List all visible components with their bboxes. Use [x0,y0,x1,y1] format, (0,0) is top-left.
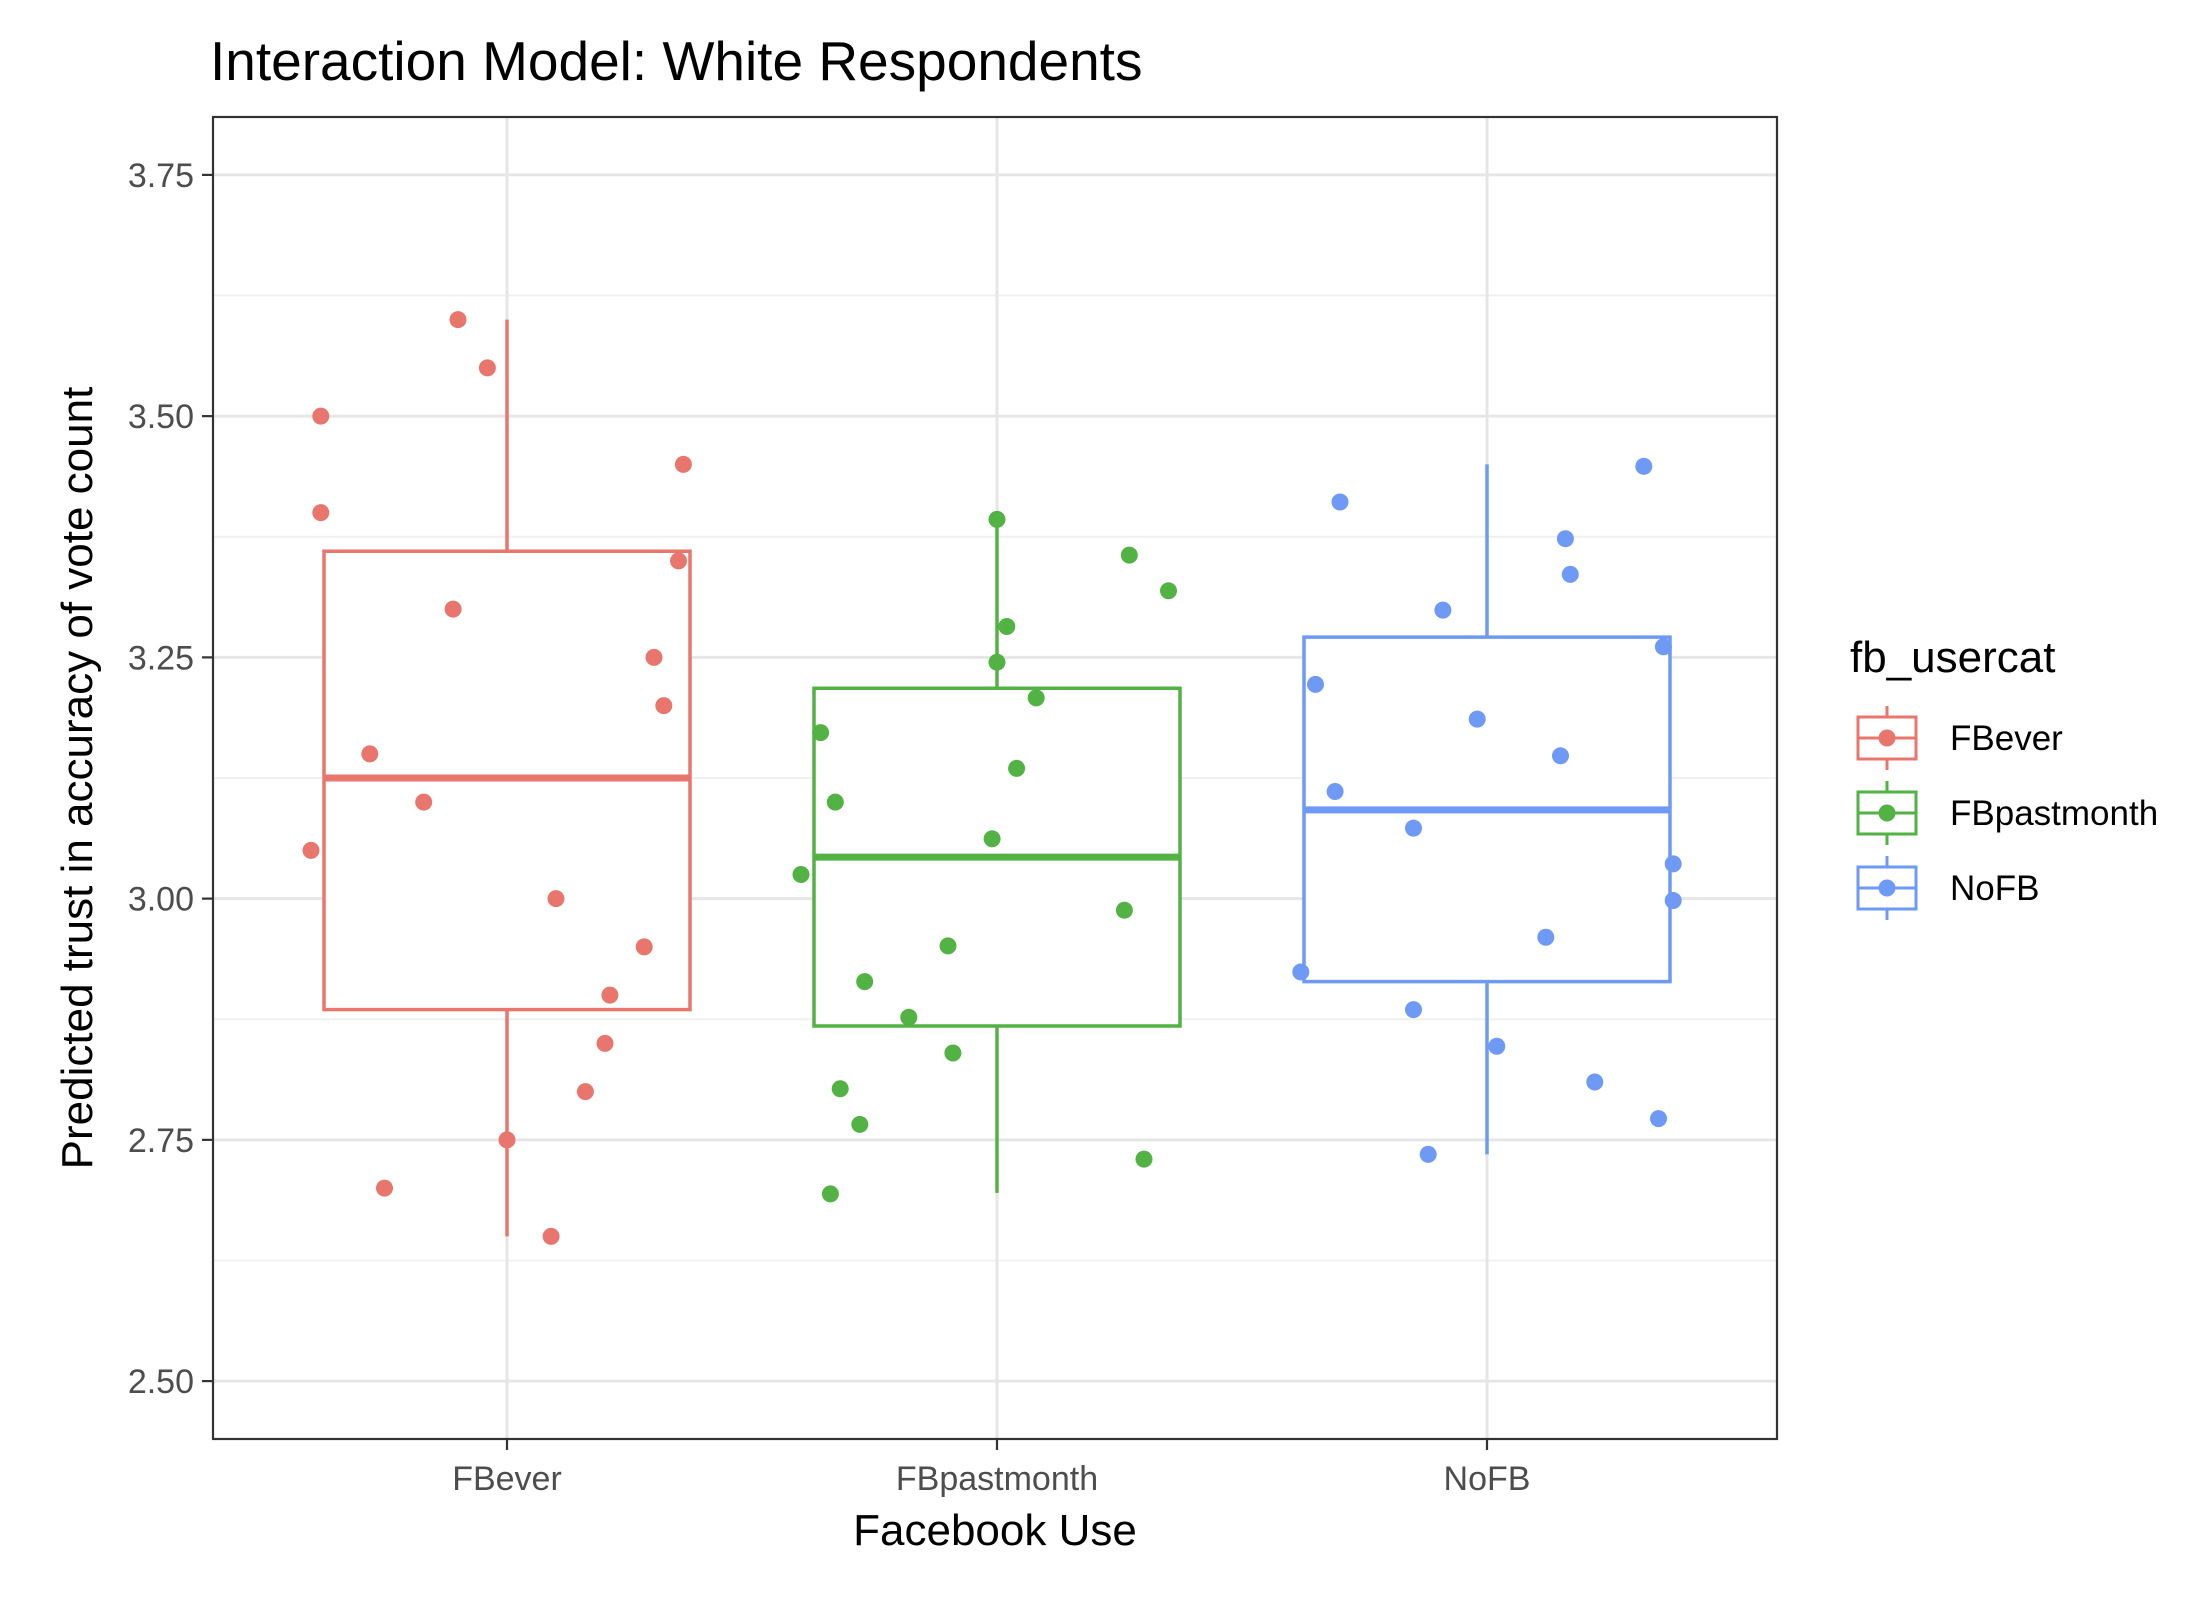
data-point [655,697,673,715]
data-point [856,973,874,991]
data-point [302,841,320,859]
data-point [1027,689,1045,707]
data-point [1135,1150,1153,1168]
y-tick-label: 2.75 [128,1122,194,1160]
series-FBpastmonth [792,510,1182,1203]
legend-label: NoFB [1950,869,2039,908]
legend-key-point [1878,879,1896,897]
data-point [1552,747,1569,765]
data-point [444,600,462,618]
plot-marks [302,311,1682,1245]
data-point [361,745,379,763]
x-tick-label: FBever [452,1460,562,1498]
data-point [988,653,1006,671]
data-point [851,1115,869,1133]
data-point [1561,565,1579,583]
series-FBever [302,311,692,1245]
x-tick-label: NoFB [1444,1460,1531,1498]
y-tick-label: 2.50 [128,1363,194,1401]
y-tick-label: 3.75 [128,157,194,195]
y-axis-title: Predicted trust in accuracy of vote coun… [53,387,102,1170]
data-point [1488,1037,1506,1055]
legend-entry-NoFB: NoFB [1856,856,2039,920]
data-point [900,1008,918,1026]
data-point [415,793,433,811]
x-tick-label: FBpastmonth [896,1460,1098,1498]
data-point [670,552,687,570]
data-point [1468,710,1486,728]
data-point [1537,928,1555,946]
data-point [1419,1145,1437,1163]
data-point [645,648,663,666]
data-point [478,359,496,377]
data-point [1650,1110,1667,1128]
data-point [792,865,810,883]
data-point [1008,759,1026,777]
legend-entries: FBever FBpastmonth NoFB [1856,706,2158,920]
legend-key-point [1878,804,1896,822]
data-point [1307,675,1324,693]
data-point [944,1044,962,1062]
data-point [376,1179,393,1197]
data-point [1664,855,1682,873]
y-tick-label: 3.25 [128,639,194,677]
legend-entry-FBpastmonth: FBpastmonth [1856,781,2158,845]
x-axis-title: Facebook Use [853,1506,1137,1555]
data-point [576,1083,594,1101]
data-point [312,407,330,425]
data-point [601,986,619,1004]
data-point [1120,546,1138,564]
data-point [831,1080,849,1098]
data-point [1635,457,1653,475]
data-point [1115,901,1133,919]
data-point [1405,1001,1422,1019]
chart-title: Interaction Model: White Respondents [210,30,1142,92]
y-tick-label: 3.00 [128,881,194,919]
data-point [596,1034,614,1052]
data-point [674,455,692,473]
y-tick-label: 3.50 [128,398,194,436]
data-point [547,890,565,908]
data-point [498,1131,516,1149]
x-axis: FBever FBpastmonth NoFB [452,1439,1530,1498]
data-point [312,504,330,522]
data-point [821,1185,839,1203]
legend-label: FBpastmonth [1950,794,2158,833]
data-point [1654,638,1672,656]
y-axis: 2.50 2.75 3.00 3.25 3.50 3.75 [128,157,213,1401]
series-NoFB [1292,457,1682,1163]
data-point [812,724,830,742]
data-point [1586,1073,1604,1091]
data-point [998,618,1016,636]
legend-key-point [1878,729,1896,747]
data-point [1326,783,1344,801]
data-point [1331,493,1349,511]
legend-label: FBever [1950,719,2063,758]
data-point [1434,601,1452,619]
legend: fb_usercat FBever FBpastmonth NoFB [1850,633,2158,920]
data-point [1405,819,1422,837]
data-point [1664,892,1682,910]
data-point [1292,963,1310,981]
data-point [939,937,957,955]
data-point [449,311,467,329]
data-point [1556,530,1574,548]
plot-panel-border [211,115,1779,1441]
data-point [542,1227,560,1245]
data-point [635,938,653,956]
data-point [983,830,1001,848]
data-point [826,793,844,811]
data-point [988,510,1006,528]
legend-title: fb_usercat [1850,633,2055,682]
legend-entry-FBever: FBever [1856,706,2063,770]
data-point [1160,582,1177,600]
